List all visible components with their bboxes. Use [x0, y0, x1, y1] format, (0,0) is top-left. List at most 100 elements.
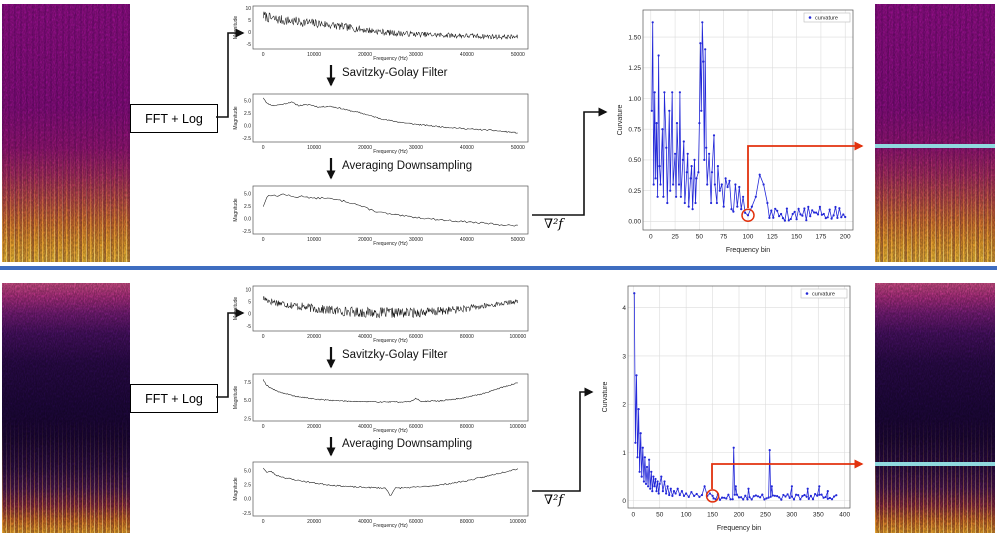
svg-text:2.5: 2.5 — [244, 417, 251, 423]
averaging-downsampling-label-bottom: Averaging Downsampling — [342, 438, 473, 450]
svg-text:Magnitude: Magnitude — [233, 198, 239, 222]
svg-text:Magnitude: Magnitude — [233, 297, 239, 321]
spectrogram-streaks — [2, 4, 130, 262]
svg-text:0.25: 0.25 — [628, 188, 641, 195]
svg-text:Frequency bin: Frequency bin — [726, 247, 770, 254]
svg-text:300: 300 — [786, 512, 797, 519]
svg-text:30000: 30000 — [409, 52, 423, 58]
svg-text:50: 50 — [656, 512, 664, 519]
svg-text:-5: -5 — [247, 324, 252, 330]
svg-text:30000: 30000 — [409, 237, 423, 243]
curvature-plot-bottom: 0 50 100 150 200 250 300 350 400 0 1 2 3 4 Frequency b… — [600, 280, 855, 532]
svg-text:0: 0 — [262, 519, 265, 525]
svg-text:0: 0 — [248, 312, 251, 318]
svg-text:Frequency (Hz): Frequency (Hz) — [373, 338, 408, 344]
svg-text:400: 400 — [839, 512, 850, 519]
svg-text:50: 50 — [696, 234, 704, 241]
smoothed-spectrum-plot-top: 0 10000 20000 30000 40000 50000 5.0 2.5 0.0 -2.5 F… — [232, 91, 532, 155]
fft-log-label-bottom: FFT + Log — [145, 391, 203, 406]
svg-text:1.25: 1.25 — [628, 65, 641, 72]
svg-text:Curvature: Curvature — [602, 382, 609, 413]
svg-text:Magnitude: Magnitude — [233, 477, 239, 501]
svg-text:0.0: 0.0 — [244, 497, 251, 503]
spectrogram-input-top — [2, 4, 130, 262]
svg-text:100: 100 — [681, 512, 692, 519]
svg-text:10000: 10000 — [307, 237, 321, 243]
svg-text:Magnitude: Magnitude — [233, 16, 239, 40]
svg-text:40000: 40000 — [460, 237, 474, 243]
svg-text:40000: 40000 — [358, 519, 372, 525]
svg-text:0: 0 — [262, 52, 265, 58]
svg-text:80000: 80000 — [460, 334, 474, 340]
svg-text:250: 250 — [760, 512, 771, 519]
svg-text:200: 200 — [840, 234, 851, 241]
svg-text:20000: 20000 — [358, 145, 372, 151]
svg-text:30000: 30000 — [409, 145, 423, 151]
fft-log-box-top: FFT + Log — [130, 104, 218, 133]
downsampled-spectrum-plot-top: 0 10000 20000 30000 40000 50000 5.0 2.5 0.0 -2.5 F… — [232, 183, 532, 247]
svg-text:0.0: 0.0 — [244, 217, 251, 223]
svg-text:60000: 60000 — [409, 519, 423, 525]
svg-text:50000: 50000 — [511, 237, 525, 243]
svg-text:2.5: 2.5 — [244, 111, 251, 117]
svg-text:40000: 40000 — [460, 145, 474, 151]
svg-text:curvature: curvature — [815, 16, 838, 22]
svg-text:150: 150 — [791, 234, 802, 241]
svg-text:25: 25 — [671, 234, 679, 241]
svg-text:0: 0 — [262, 334, 265, 340]
svg-text:60000: 60000 — [409, 334, 423, 340]
spectrogram-output-bottom — [875, 283, 995, 533]
svg-text:100000: 100000 — [509, 424, 526, 430]
svg-text:10: 10 — [245, 287, 251, 293]
svg-text:2.5: 2.5 — [244, 204, 251, 210]
svg-text:0: 0 — [262, 424, 265, 430]
spectrogram-streaks — [875, 283, 995, 533]
fft-log-box-bottom: FFT + Log — [130, 384, 218, 413]
svg-text:Frequency bin: Frequency bin — [717, 525, 761, 532]
laplacian-label-top: ∇²f — [544, 217, 564, 232]
savitzky-golay-label-top: Savitzky-Golay Filter — [342, 67, 448, 79]
averaging-downsampling-label-top: Averaging Downsampling — [342, 160, 473, 172]
svg-text:1: 1 — [622, 450, 626, 457]
svg-text:0: 0 — [622, 498, 626, 505]
svg-text:40000: 40000 — [460, 52, 474, 58]
downsampled-spectrum-plot-bottom: 0 20000 40000 60000 80000 100000 5.0 2.5 0.0 -2.5… — [232, 459, 532, 529]
svg-text:40000: 40000 — [358, 424, 372, 430]
svg-text:-2.5: -2.5 — [242, 136, 251, 142]
svg-text:20000: 20000 — [358, 52, 372, 58]
svg-text:1.50: 1.50 — [628, 34, 641, 41]
svg-text:5.0: 5.0 — [244, 398, 251, 404]
svg-text:20000: 20000 — [307, 334, 321, 340]
svg-text:5.0: 5.0 — [244, 468, 251, 474]
svg-text:Frequency (Hz): Frequency (Hz) — [373, 523, 408, 529]
svg-text:20000: 20000 — [358, 237, 372, 243]
svg-text:350: 350 — [813, 512, 824, 519]
svg-text:0.00: 0.00 — [628, 219, 641, 226]
svg-text:40000: 40000 — [358, 334, 372, 340]
svg-text:100000: 100000 — [509, 519, 526, 525]
svg-text:10000: 10000 — [307, 145, 321, 151]
svg-text:7.5: 7.5 — [244, 380, 251, 386]
detected-frequency-line-bottom — [875, 462, 995, 466]
svg-text:5.0: 5.0 — [244, 191, 251, 197]
svg-text:Magnitude: Magnitude — [233, 106, 239, 130]
svg-text:0: 0 — [649, 234, 653, 241]
svg-text:Frequency (Hz): Frequency (Hz) — [373, 149, 408, 155]
svg-text:Frequency (Hz): Frequency (Hz) — [373, 56, 408, 62]
svg-text:50000: 50000 — [511, 52, 525, 58]
svg-text:60000: 60000 — [409, 424, 423, 430]
magnitude-spectrum-plot-top: 0 10000 20000 30000 40000 50000 10 5 0 -5 Frequenc… — [232, 3, 532, 62]
svg-text:Magnitude: Magnitude — [233, 386, 239, 410]
svg-text:10: 10 — [245, 6, 251, 12]
svg-text:1.00: 1.00 — [628, 96, 641, 103]
svg-text:-5: -5 — [247, 42, 252, 48]
laplacian-arrow-top — [532, 107, 608, 216]
svg-text:5.0: 5.0 — [244, 98, 251, 104]
spectrogram-streaks — [875, 4, 995, 262]
fft-log-label-top: FFT + Log — [145, 111, 203, 126]
svg-text:125: 125 — [767, 234, 778, 241]
magnitude-spectrum-plot-bottom: 0 20000 40000 60000 80000 100000 10 5 0 -5 Frequen… — [232, 283, 532, 344]
svg-text:200: 200 — [734, 512, 745, 519]
svg-text:100: 100 — [743, 234, 754, 241]
spectrogram-streaks — [2, 283, 130, 533]
